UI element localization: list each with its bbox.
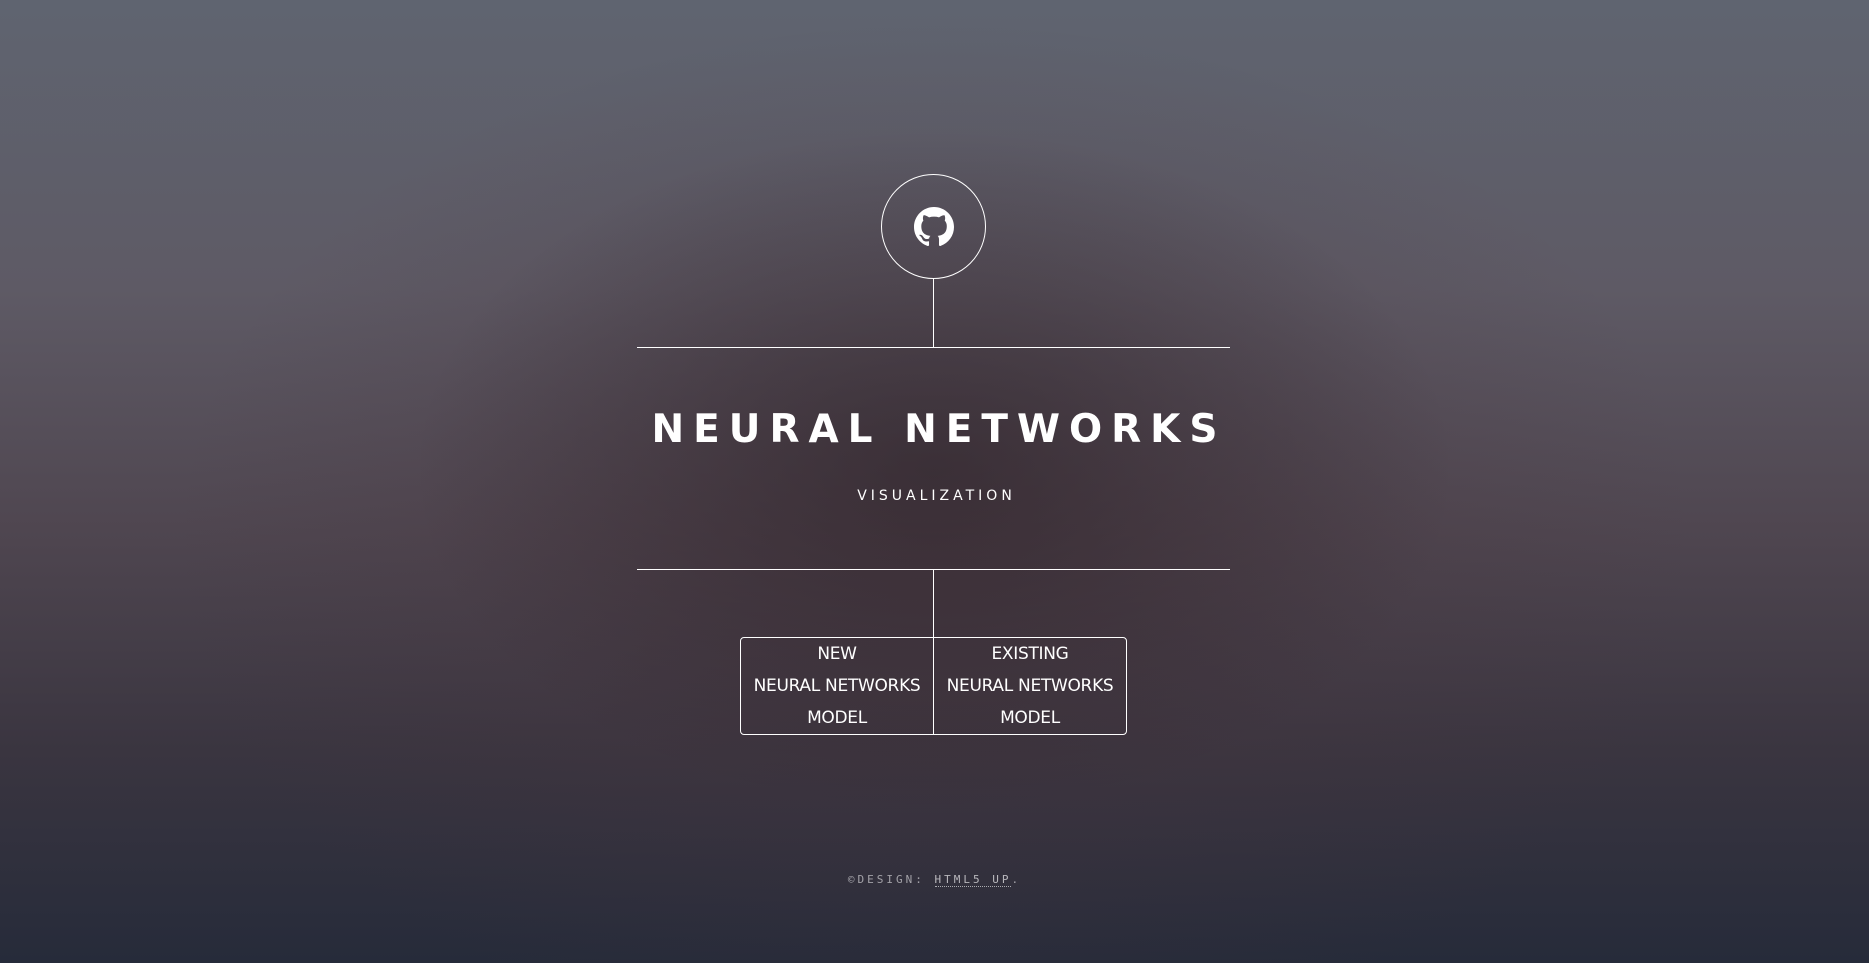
connector-line-bottom (933, 570, 934, 637)
footer-prefix: ©DESIGN: (847, 873, 935, 886)
page-subtitle: VISUALIZATION (857, 488, 1016, 504)
github-link[interactable] (881, 174, 986, 279)
divider-top (637, 347, 1230, 348)
connector-line-top (933, 278, 934, 347)
divider-bottom (637, 569, 1230, 570)
github-icon (913, 206, 954, 247)
new-model-button[interactable]: NEW NEURAL NETWORKS MODEL (753, 644, 921, 728)
existing-model-button[interactable]: EXISTING NEURAL NETWORKS MODEL (933, 638, 1126, 734)
footer-design-link[interactable]: HTML5 UP (934, 873, 1012, 887)
page-title: NEURAL NETWORKS (651, 407, 1227, 452)
footer: ©DESIGN: HTML5 UP. (0, 872, 1869, 888)
main-nav: NEW NEURAL NETWORKS MODEL EXISTING NEURA… (740, 637, 1127, 735)
footer-suffix: . (1011, 873, 1022, 886)
